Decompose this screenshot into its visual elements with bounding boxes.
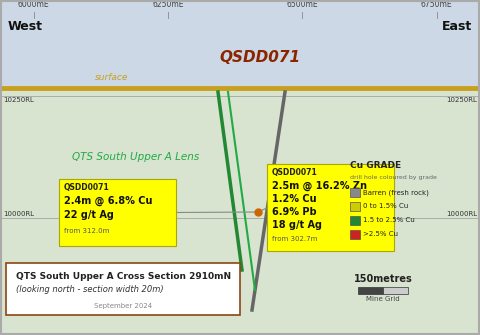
- Text: QSDD0071: QSDD0071: [64, 183, 110, 192]
- Text: 22 g/t Ag: 22 g/t Ag: [64, 210, 114, 220]
- Text: 10000RL: 10000RL: [3, 211, 34, 217]
- Text: from 312.0m: from 312.0m: [64, 228, 109, 234]
- Text: surface: surface: [95, 73, 128, 82]
- Text: East: East: [442, 20, 472, 33]
- Text: QSDD0071: QSDD0071: [272, 168, 318, 177]
- Bar: [0, 0, 480, 88]
- Text: >2.5% Cu: >2.5% Cu: [363, 231, 398, 238]
- Text: 6750mE: 6750mE: [421, 0, 453, 9]
- Text: 2.4m @ 6.8% Cu: 2.4m @ 6.8% Cu: [64, 196, 153, 206]
- Text: 0 to 1.5% Cu: 0 to 1.5% Cu: [363, 203, 408, 209]
- Bar: [383, 287, 408, 294]
- Text: West: West: [8, 20, 43, 33]
- Text: Barren (fresh rock): Barren (fresh rock): [363, 189, 429, 196]
- Text: 150metres: 150metres: [354, 274, 412, 284]
- Text: QTS South Upper A Cross Section 2910mN: QTS South Upper A Cross Section 2910mN: [16, 272, 231, 281]
- Bar: [0, 88, 480, 335]
- Text: 10250RL: 10250RL: [3, 97, 34, 103]
- Text: 6.9% Pb: 6.9% Pb: [272, 207, 317, 217]
- Text: 6000mE: 6000mE: [18, 0, 49, 9]
- Bar: [358, 287, 383, 294]
- Text: 18 g/t Ag: 18 g/t Ag: [272, 220, 322, 230]
- Text: Cu GRADE: Cu GRADE: [350, 161, 401, 170]
- Text: 10000RL: 10000RL: [446, 211, 477, 217]
- Text: from 302.7m: from 302.7m: [272, 236, 317, 242]
- Text: 1.2% Cu: 1.2% Cu: [272, 194, 317, 204]
- Bar: [350, 202, 360, 211]
- Text: QSDD071: QSDD071: [219, 50, 300, 65]
- Bar: [350, 230, 360, 239]
- Text: 1.5 to 2.5% Cu: 1.5 to 2.5% Cu: [363, 217, 415, 223]
- Text: 2.5m @ 16.2% Zn: 2.5m @ 16.2% Zn: [272, 181, 367, 191]
- Text: 10250RL: 10250RL: [446, 97, 477, 103]
- Text: drill hole coloured by grade: drill hole coloured by grade: [350, 175, 437, 180]
- Text: (looking north - section width 20m): (looking north - section width 20m): [16, 285, 164, 294]
- Text: 6250mE: 6250mE: [152, 0, 184, 9]
- Text: Mine Grid: Mine Grid: [366, 296, 400, 302]
- Text: 6500mE: 6500mE: [287, 0, 318, 9]
- FancyBboxPatch shape: [59, 179, 176, 246]
- Text: September 2024: September 2024: [94, 303, 152, 309]
- Bar: [350, 216, 360, 225]
- Text: QTS South Upper A Lens: QTS South Upper A Lens: [72, 152, 199, 162]
- FancyBboxPatch shape: [6, 263, 240, 315]
- FancyBboxPatch shape: [267, 164, 394, 251]
- Bar: [350, 188, 360, 197]
